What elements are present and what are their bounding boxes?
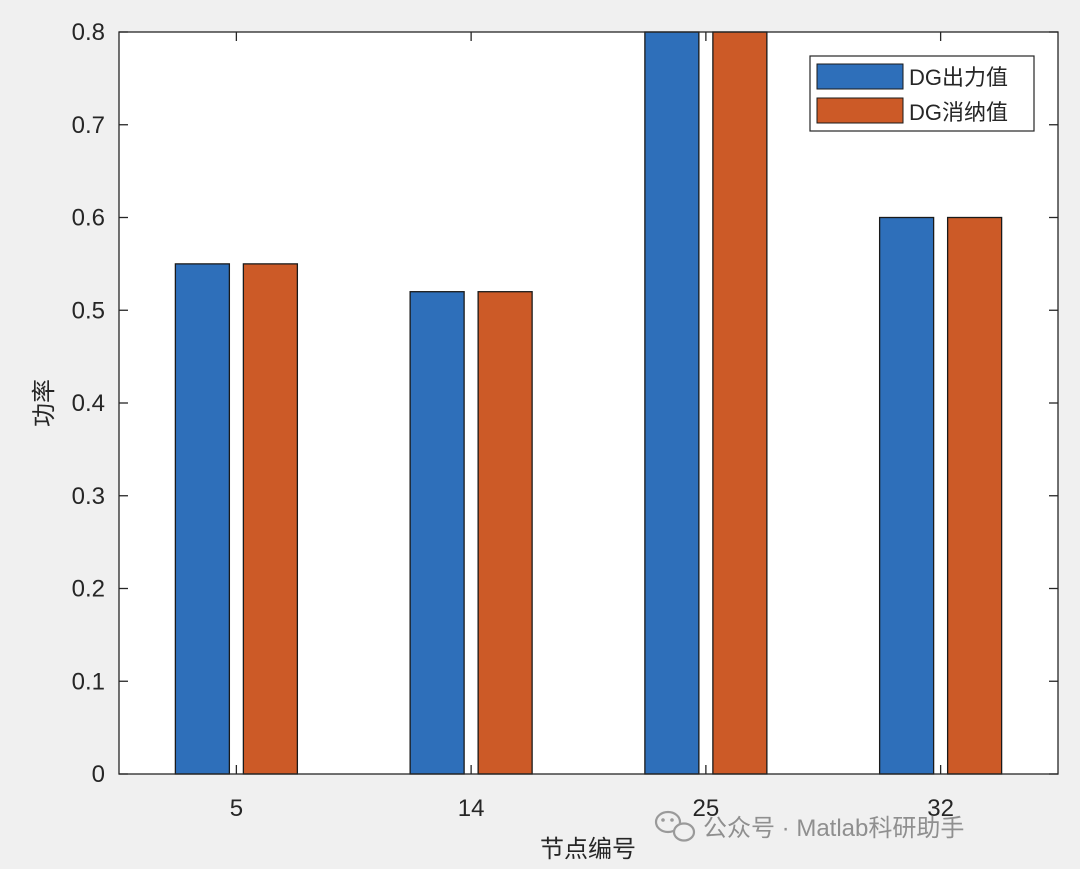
y-tick-label: 0.7 (72, 112, 105, 139)
bar-1-cat-25 (644, 31, 700, 775)
bar-2-cat-32 (946, 216, 1003, 775)
bar-2-cat-5 (242, 263, 299, 775)
legend: DG出力值 DG消纳值 (809, 55, 1035, 132)
y-tick-label: 0.5 (72, 297, 105, 324)
y-tick-label: 0.1 (72, 668, 105, 695)
y-tick-label: 0.3 (72, 483, 105, 510)
legend-label-series-2: DG消纳值 (909, 100, 1008, 125)
legend-label-series-1: DG出力值 (909, 65, 1008, 90)
bar-2-cat-25 (712, 31, 768, 775)
y-tick-label: 0.4 (72, 390, 105, 417)
y-tick-label: 0 (92, 761, 105, 788)
legend-swatch-series-2 (816, 97, 904, 124)
wechat-icon (654, 810, 696, 842)
legend-swatch-series-1 (816, 63, 904, 90)
y-tick-label: 0.8 (72, 19, 105, 46)
watermark: 公众号 · Matlab科研助手 (654, 810, 964, 842)
ticks-layer: 0 0.1 0.2 0.3 0.4 0.5 0.6 0.7 0.8 5 14 25 32 (72, 19, 1058, 822)
bar-1-cat-5 (174, 263, 231, 775)
x-tick-label: 14 (458, 795, 485, 822)
y-tick-label: 0.6 (72, 205, 105, 232)
x-axis-label: 节点编号 (540, 836, 636, 863)
y-tick-label: 0.2 (72, 576, 105, 603)
x-tick-label: 25 (693, 795, 720, 822)
bar-1-cat-32 (878, 216, 935, 775)
bar-2-cat-14 (477, 291, 533, 775)
bars-layer (174, 31, 1003, 775)
watermark-text: 公众号 · Matlab科研助手 (703, 815, 964, 842)
x-tick-label: 32 (927, 795, 954, 822)
x-tick-label: 5 (230, 795, 243, 822)
bar-1-cat-14 (409, 291, 465, 775)
y-axis-label: 功率 (31, 379, 58, 427)
